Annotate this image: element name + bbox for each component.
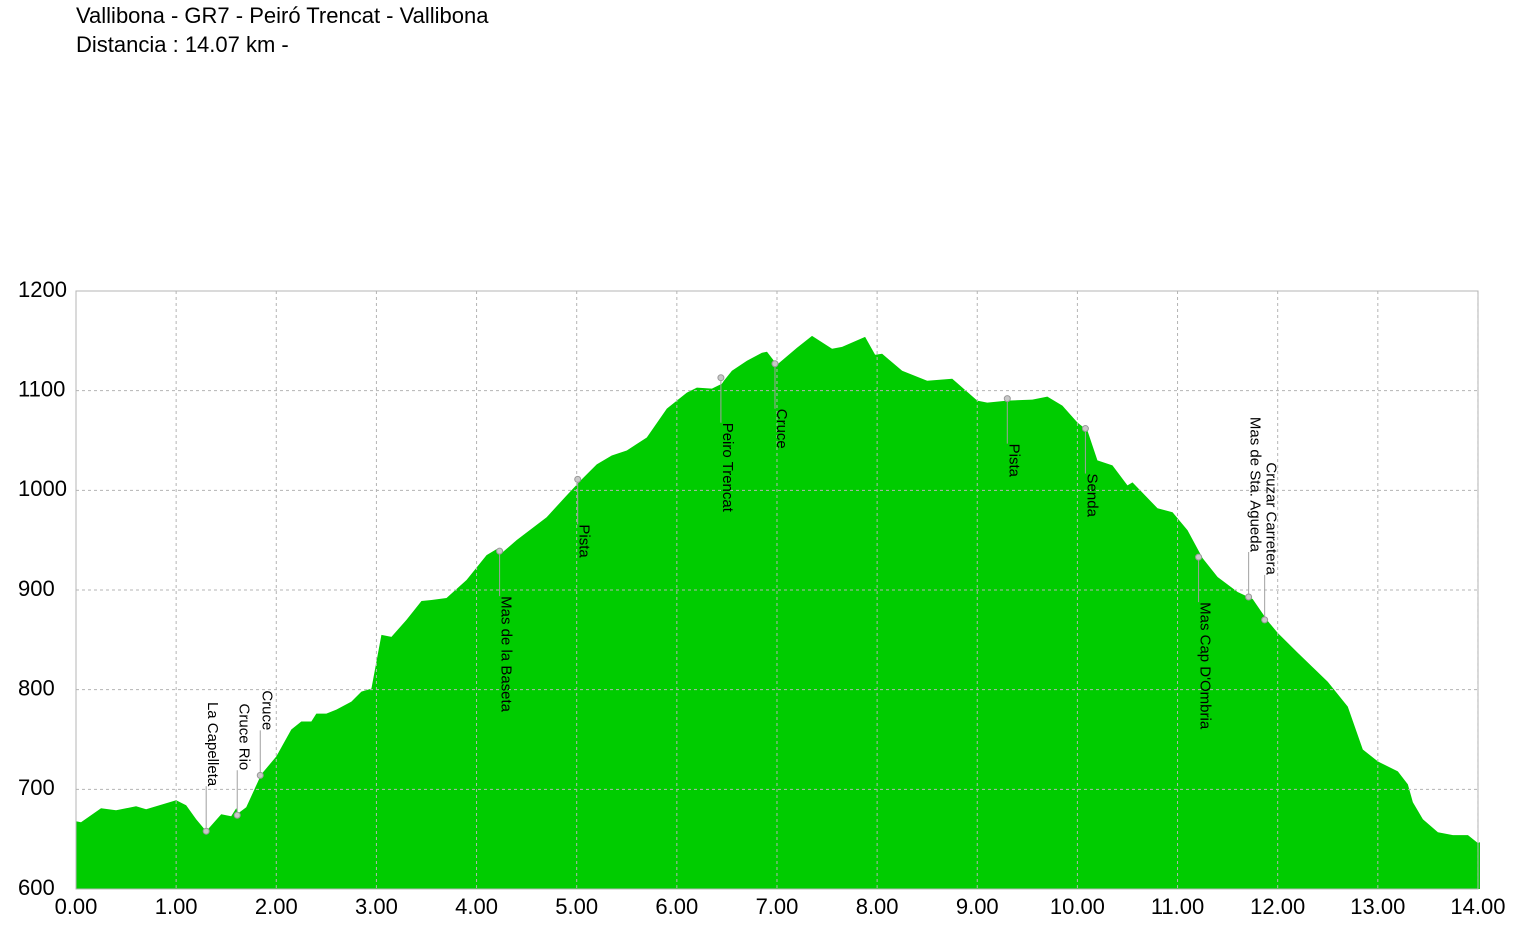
waypoint-label: Cruce Rio (235, 704, 252, 771)
waypoint-marker (1081, 425, 1089, 433)
waypoint-marker (1195, 553, 1203, 561)
x-tick-label: 8.00 (856, 894, 899, 919)
y-tick-label: 800 (18, 675, 55, 700)
waypoint-label: Cruce (258, 690, 275, 730)
waypoint-label: Senda (1083, 474, 1100, 518)
waypoint-marker (256, 771, 264, 779)
waypoint-label: Cruzar Carretera (1263, 462, 1280, 575)
waypoint-label: Mas de la Baseta (498, 596, 515, 713)
chart-title: Vallibona - GR7 - Peiró Trencat - Vallib… (76, 3, 489, 28)
waypoint-label: Mas de Sta. Agueda (1247, 417, 1264, 553)
waypoint-marker (717, 374, 725, 382)
x-tick-label: 5.00 (555, 894, 598, 919)
waypoint-label: La Capelleta (204, 702, 221, 787)
y-tick-label: 900 (18, 576, 55, 601)
waypoint-label: Pista (1005, 444, 1022, 478)
x-tick-label: 14.00 (1450, 894, 1505, 919)
y-tick-label: 1000 (18, 476, 67, 501)
x-tick-label: 6.00 (655, 894, 698, 919)
waypoint-marker (233, 811, 241, 819)
waypoint-marker (771, 360, 779, 368)
waypoint-marker (574, 475, 582, 483)
x-tick-label: 2.00 (255, 894, 298, 919)
waypoint-label: Mas Cap D'Ombria (1197, 602, 1214, 730)
y-tick-label: 700 (18, 775, 55, 800)
chart-subtitle: Distancia : 14.07 km - (76, 32, 289, 57)
x-tick-label: 13.00 (1350, 894, 1405, 919)
waypoint-marker (202, 827, 210, 835)
waypoint-marker (1261, 616, 1269, 624)
x-tick-label: 9.00 (956, 894, 999, 919)
x-tick-label: 10.00 (1050, 894, 1105, 919)
x-tick-label: 0.00 (55, 894, 98, 919)
x-tick-label: 4.00 (455, 894, 498, 919)
waypoint-label: Cruce (773, 409, 790, 449)
x-tick-label: 1.00 (155, 894, 198, 919)
waypoint-marker (1245, 593, 1253, 601)
waypoint-label: Pista (576, 524, 593, 558)
elevation-area (76, 335, 1480, 890)
x-tick-label: 3.00 (355, 894, 398, 919)
y-tick-label: 600 (18, 875, 55, 900)
x-tick-label: 11.00 (1151, 894, 1204, 919)
waypoint-label: Peiro Trencat (719, 423, 736, 513)
y-tick-label: 1200 (18, 277, 67, 302)
x-tick-label: 12.00 (1250, 894, 1305, 919)
y-tick-label: 1100 (18, 376, 65, 401)
waypoint-marker (1003, 395, 1011, 403)
x-tick-label: 7.00 (756, 894, 799, 919)
waypoint-marker (496, 547, 504, 555)
